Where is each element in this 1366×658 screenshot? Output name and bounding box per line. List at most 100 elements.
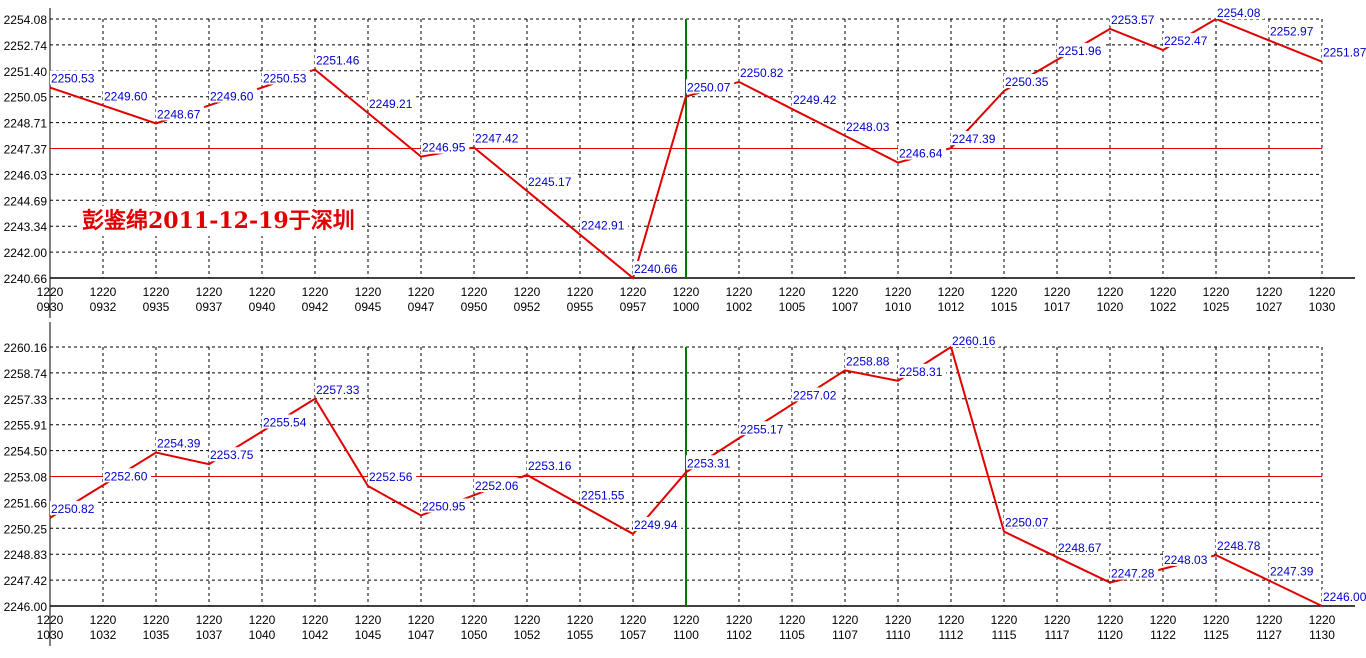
x-tick-time: 1015: [991, 300, 1018, 314]
y-tick-label: 2244.69: [4, 194, 48, 208]
data-label-bg: [1110, 565, 1159, 580]
y-tick-label: 2253.08: [4, 471, 48, 485]
data-label: 2242.91: [581, 219, 625, 233]
x-tick-date: 1220: [408, 285, 435, 299]
data-point: [1268, 39, 1270, 41]
data-label: 2260.16: [952, 334, 996, 348]
x-tick-time: 1115: [992, 628, 1017, 642]
data-point: [897, 162, 899, 164]
x-tick-date: 1220: [249, 285, 276, 299]
data-label-bg: [527, 458, 576, 473]
y-tick-label: 2246.00: [4, 600, 48, 614]
x-tick-date: 1220: [620, 613, 647, 627]
y-tick-label: 2254.08: [4, 13, 48, 27]
x-tick-date: 1220: [938, 613, 965, 627]
data-label: 2248.67: [157, 107, 201, 121]
x-tick-date: 1220: [1150, 285, 1177, 299]
data-label-bg: [262, 414, 311, 429]
data-label-bg: [103, 468, 152, 483]
data-label-bg: [951, 333, 1000, 347]
data-label: 2254.08: [1217, 6, 1261, 20]
data-label-bg: [1163, 33, 1212, 48]
x-tick-time: 1052: [514, 628, 541, 642]
x-tick-time: 0935: [143, 300, 170, 314]
x-tick-date: 1220: [1044, 613, 1071, 627]
data-label-bg: [315, 381, 364, 396]
data-label: 2250.82: [51, 502, 95, 516]
data-label: 2250.82: [740, 66, 784, 80]
y-tick-label: 2250.05: [4, 91, 48, 105]
data-label-bg: [1322, 589, 1366, 603]
x-tick-time: 0952: [514, 300, 541, 314]
y-tick-label: 2254.50: [4, 445, 48, 459]
x-tick-date: 1220: [1097, 613, 1124, 627]
y-tick-label: 2240.66: [4, 272, 48, 286]
data-point: [738, 81, 740, 83]
data-label: 2247.28: [1111, 567, 1155, 581]
data-label-bg: [421, 498, 470, 513]
data-label: 2249.21: [369, 97, 413, 111]
x-tick-date: 1220: [1256, 285, 1283, 299]
data-label: 2252.97: [1270, 24, 1314, 38]
x-tick-time: 1117: [1045, 628, 1070, 642]
data-label-bg: [50, 70, 99, 85]
x-tick-time: 1020: [1097, 300, 1124, 314]
x-tick-date: 1220: [514, 613, 541, 627]
data-label-bg: [845, 118, 894, 133]
data-label: 2257.33: [316, 383, 360, 397]
data-point: [367, 485, 369, 487]
x-tick-time: 0947: [408, 300, 435, 314]
x-tick-time: 1107: [832, 628, 858, 642]
x-tick-time: 1000: [673, 300, 700, 314]
data-label-bg: [686, 455, 735, 470]
data-label: 2255.17: [740, 422, 784, 436]
data-label: 2258.88: [846, 354, 890, 368]
data-label: 2253.75: [210, 448, 254, 462]
data-label: 2245.17: [528, 175, 572, 189]
x-tick-time: 1040: [249, 628, 276, 642]
data-label-bg: [739, 64, 788, 79]
data-label: 2250.35: [1005, 75, 1049, 89]
data-point: [208, 104, 210, 106]
data-label: 2248.03: [1164, 553, 1208, 567]
y-tick-label: 2242.00: [4, 246, 48, 260]
data-label-bg: [368, 95, 417, 110]
x-tick-time: 1042: [302, 628, 329, 642]
data-label-bg: [792, 91, 841, 106]
data-label: 2249.60: [210, 89, 254, 103]
data-label: 2253.31: [687, 456, 731, 470]
data-label: 2252.06: [475, 479, 519, 493]
data-label-bg: [1322, 44, 1366, 59]
y-tick-label: 2257.33: [4, 393, 48, 407]
data-label-bg: [898, 145, 947, 160]
x-tick-date: 1220: [991, 285, 1018, 299]
y-tick-label: 2243.34: [4, 220, 48, 234]
data-label-bg: [209, 447, 258, 462]
data-label-bg: [580, 487, 629, 502]
x-tick-time: 0957: [620, 300, 647, 314]
data-point: [473, 494, 475, 496]
data-label-bg: [209, 88, 258, 103]
data-label-bg: [103, 88, 152, 103]
data-label: 2247.39: [952, 132, 996, 146]
x-tick-date: 1220: [726, 613, 753, 627]
data-point: [420, 156, 422, 158]
x-tick-time: 0942: [302, 300, 329, 314]
data-point: [1109, 582, 1111, 584]
x-tick-time: 1025: [1203, 300, 1230, 314]
data-point: [1321, 61, 1323, 63]
data-point: [791, 403, 793, 405]
x-tick-date: 1220: [408, 613, 435, 627]
y-tick-label: 2247.42: [4, 574, 48, 588]
x-tick-time: 1045: [355, 628, 382, 642]
data-point: [632, 277, 634, 279]
data-label: 2250.95: [422, 499, 466, 513]
data-point: [473, 147, 475, 149]
data-point: [1003, 90, 1005, 92]
data-point: [155, 122, 157, 124]
x-tick-date: 1220: [885, 285, 912, 299]
x-tick-time: 0955: [567, 300, 594, 314]
data-label: 2250.07: [687, 80, 731, 94]
x-tick-time: 0932: [90, 300, 117, 314]
